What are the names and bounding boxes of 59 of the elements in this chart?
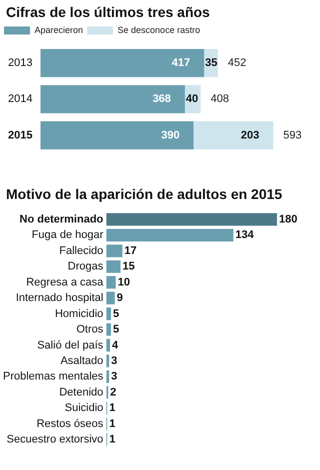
total-label: 452 [228, 57, 246, 70]
y-tick-label: Problemas mentales [2, 370, 104, 383]
chart-title: Cifras de los últimos tres años [5, 4, 211, 20]
data-label: 390 [161, 129, 180, 142]
y-tick-label: 2014 [8, 93, 32, 106]
data-label: 180 [279, 213, 298, 226]
bar [106, 228, 234, 242]
data-label: 1 [109, 418, 116, 430]
data-label: 134 [235, 229, 255, 242]
y-tick-label: Secuestro extorsivo [6, 434, 104, 446]
data-label: 2 [110, 386, 116, 398]
bar [106, 260, 120, 273]
data-label: 417 [172, 57, 190, 70]
y-tick-label: Fuga de hogar [32, 229, 104, 242]
bar [40, 121, 194, 150]
data-label: 9 [116, 292, 123, 304]
total-label: 408 [210, 93, 229, 106]
y-tick-label: No determinado [20, 213, 104, 226]
bar [106, 276, 116, 289]
bar [194, 121, 274, 150]
chart-title: Motivo de la aparición de adultos en 2015 [5, 186, 284, 202]
y-tick-label: Drogas [68, 260, 104, 273]
y-tick-label: Fallecido [59, 244, 104, 257]
bar [106, 323, 112, 336]
data-label: 1 [109, 434, 116, 446]
total-label: 593 [283, 129, 302, 142]
data-label: 5 [113, 308, 120, 320]
y-tick-label: Asaltado [60, 354, 104, 367]
bar [106, 338, 110, 352]
bar [106, 244, 122, 258]
bar [40, 48, 204, 78]
y-tick-label: Regresa a casa [26, 276, 104, 288]
data-label: 10 [118, 276, 130, 288]
y-tick-label: 2013 [8, 57, 32, 70]
data-label: 35 [205, 57, 218, 70]
data-label: 5 [113, 324, 120, 336]
y-tick-label: Detenido [59, 386, 104, 398]
y-tick-label: Homicidio [54, 308, 104, 320]
y-tick-label: Internado hospital [16, 292, 104, 304]
bar [40, 85, 185, 114]
bar [106, 307, 112, 320]
data-label: 15 [122, 260, 135, 273]
data-label: 17 [124, 244, 137, 257]
y-tick-label: 2015 [8, 129, 32, 142]
y-tick-label: Suicidio [64, 402, 104, 414]
y-tick-label: Salió del país [37, 339, 104, 352]
data-label: 368 [152, 93, 171, 106]
data-label: 3 [111, 354, 118, 367]
bar [106, 292, 115, 304]
y-tick-label: Restos óseos [36, 418, 104, 430]
data-label: 40 [186, 93, 198, 106]
bar [106, 213, 278, 226]
legend-label: Aparecieron [34, 24, 84, 35]
data-label: 1 [109, 402, 116, 414]
data-label: 203 [240, 129, 260, 142]
y-tick-label: Otros [76, 324, 104, 336]
legend-label: Se desconoce rastro [118, 24, 200, 35]
data-label: 3 [111, 370, 118, 383]
data-label: 4 [112, 339, 120, 352]
